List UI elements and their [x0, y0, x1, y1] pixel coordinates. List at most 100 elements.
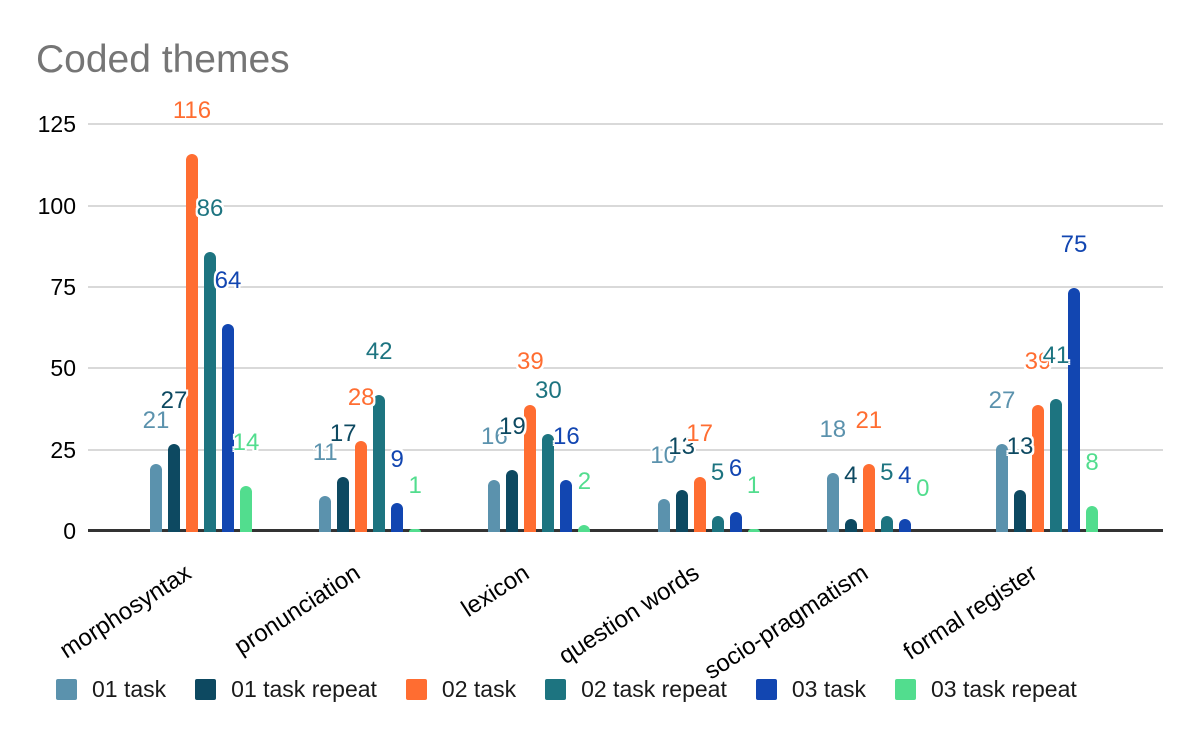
bar: [996, 444, 1008, 532]
legend-item-label: 03 task: [791, 676, 866, 702]
gridline: [88, 123, 1163, 126]
bar: [560, 480, 573, 532]
bar-value-label: 11: [312, 439, 338, 466]
bar: [1086, 506, 1098, 532]
legend-swatch: [755, 679, 777, 700]
bar-value-label: 17: [329, 420, 357, 447]
y-axis-tick-label: 50: [50, 355, 76, 382]
bar: [222, 324, 234, 532]
bar: [578, 525, 591, 532]
y-axis-tick-label: 25: [50, 436, 76, 463]
bar-value-label: 86: [196, 195, 224, 222]
bar: [844, 519, 857, 532]
bar: [898, 519, 911, 532]
chart-title: Coded themes: [36, 38, 290, 81]
bar: [524, 405, 537, 532]
bar: [319, 496, 332, 532]
bar: [693, 477, 706, 532]
bar: [355, 441, 368, 532]
bar: [747, 529, 760, 532]
legend-item-label: 02 task repeat: [581, 676, 727, 702]
bar-value-label: 27: [988, 387, 1016, 414]
bar-value-label: 75: [1060, 231, 1088, 258]
bar-value-label: 21: [142, 407, 170, 434]
legend-item: 01 task repeat: [195, 676, 377, 703]
bar-value-label: 116: [172, 97, 212, 124]
legend-swatch: [56, 679, 77, 700]
legend-item: 03 task repeat: [895, 676, 1077, 703]
bar-value-label: 64: [214, 267, 242, 294]
legend-item-label: 01 task: [92, 676, 167, 702]
bar-value-label: 39: [517, 348, 544, 375]
legend: 01 task 01 task repeat 02 task 02 task repe…: [56, 676, 1077, 703]
y-axis-tick-label: 125: [37, 111, 76, 138]
bar-value-label: 6: [728, 455, 743, 482]
bar-value-label: 27: [160, 387, 188, 414]
legend-swatch: [195, 679, 217, 700]
bar: [506, 470, 519, 532]
bar-value-label: 19: [499, 413, 526, 440]
bar: [1032, 405, 1044, 532]
bar-value-label: 0: [916, 475, 930, 502]
legend-item-label: 03 task repeat: [931, 676, 1077, 702]
legend-item: 01 task: [56, 676, 166, 703]
bar: [826, 473, 839, 532]
bar: [240, 486, 252, 532]
bar: [675, 490, 688, 532]
bar-value-label: 28: [347, 384, 375, 411]
y-axis-tick-label: 100: [37, 192, 76, 219]
gridline: [88, 367, 1163, 370]
bar-value-label: 5: [710, 459, 725, 486]
bar: [150, 464, 162, 532]
bar: [729, 512, 742, 532]
bar-value-label: 1: [408, 472, 422, 499]
bar: [373, 395, 386, 532]
bar: [542, 434, 555, 532]
bar: [409, 529, 422, 532]
gridline: [88, 448, 1163, 451]
bar-value-label: 14: [232, 429, 260, 456]
bar-value-label: 39: [1024, 348, 1052, 375]
legend-item: 03 task: [755, 676, 866, 703]
legend-item-label: 02 task: [441, 676, 517, 702]
bar-value-label: 21: [855, 407, 883, 434]
bar: [880, 516, 893, 532]
y-axis-tick-label: 0: [63, 518, 76, 544]
bar: [1068, 288, 1080, 532]
bar-value-label: 17: [686, 420, 713, 447]
bar-value-label: 1: [746, 472, 761, 499]
gridline: [88, 285, 1163, 288]
legend-swatch: [545, 679, 567, 700]
bar: [204, 252, 216, 532]
bar-value-label: 4: [898, 462, 912, 489]
bar: [862, 464, 875, 532]
legend-swatch: [895, 679, 916, 700]
bar: [488, 480, 501, 532]
bar-value-label: 16: [553, 423, 580, 450]
bar: [168, 444, 180, 532]
bar-value-label: 8: [1085, 449, 1099, 476]
bar-value-label: 16: [481, 423, 508, 450]
bar-value-label: 30: [535, 377, 562, 404]
legend-item: 02 task: [405, 676, 517, 703]
bar-value-label: 13: [1006, 433, 1034, 460]
bar: [711, 516, 724, 532]
bar-value-label: 5: [880, 459, 894, 486]
bar: [337, 477, 350, 532]
legend-swatch: [405, 679, 427, 700]
bar-value-label: 42: [365, 338, 393, 365]
bar-value-label: 2: [577, 468, 592, 495]
bar: [186, 154, 198, 532]
bar-value-label: 4: [844, 462, 858, 489]
bar: [657, 499, 670, 532]
x-axis-line: [88, 529, 1163, 532]
y-axis-tick-label: 75: [50, 273, 76, 300]
bar: [391, 503, 404, 532]
bar-value-label: 13: [668, 433, 695, 460]
bar: [1050, 399, 1062, 532]
bar-value-label: 10: [650, 442, 677, 469]
bar: [1014, 490, 1026, 532]
legend-item: 02 task repeat: [545, 676, 727, 703]
